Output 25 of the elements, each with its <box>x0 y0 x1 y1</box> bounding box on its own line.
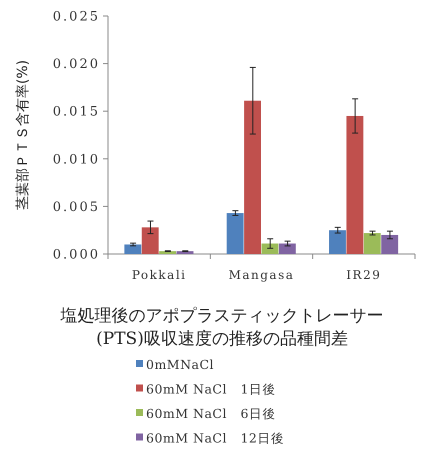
legend-label: 60mM NaCl 12日後 <box>146 430 284 446</box>
y-tick-label: 0.025 <box>52 10 100 24</box>
text: 塩処理後のアポプラスティックトレーサー (PTS)吸収速度の推移の品種間差 <box>60 306 384 349</box>
legend-label: 60mM NaCl 6日後 <box>146 406 276 421</box>
bar <box>381 234 398 254</box>
bar <box>346 116 364 254</box>
bar <box>142 227 159 254</box>
y-tick-label: 0.015 <box>52 104 100 120</box>
y-tick-label: 0.005 <box>52 200 100 215</box>
y-tick-label: 0.000 <box>52 248 100 262</box>
y-tick-label: 0.010 <box>52 152 100 168</box>
bar <box>262 244 278 254</box>
bar <box>364 233 381 254</box>
x-tick-label: Pokkali <box>132 268 187 282</box>
bar <box>244 100 261 254</box>
legend-label: 60mM NaCl 1日後 <box>146 382 276 396</box>
bar <box>124 244 142 254</box>
y-tick-label: 0.020 <box>52 57 100 72</box>
x-tick-label: IR29 <box>346 268 382 282</box>
bar <box>278 244 296 254</box>
bar <box>329 230 346 254</box>
x-tick-label: Mangasa <box>228 268 294 282</box>
bar <box>226 213 244 254</box>
y-axis-title: 茎葉部ＰＴＳ含有率(%) <box>15 60 31 210</box>
legend-label: 0mMNaCl <box>146 357 214 372</box>
